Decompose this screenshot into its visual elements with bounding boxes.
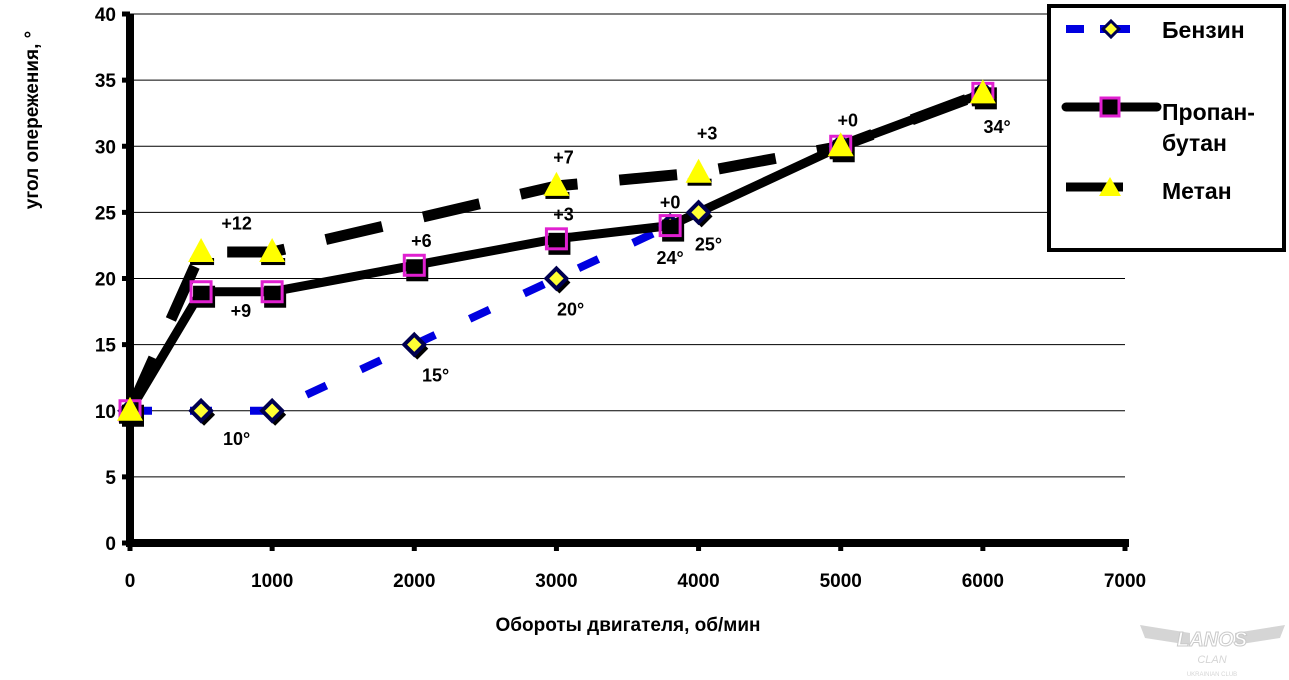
annotation-label: +7 [553,147,574,167]
data-point-triangle [685,158,712,183]
y-tick-label: 5 [105,468,116,489]
y-axis-label: угол опережения, ° [22,31,43,209]
y-tick-label: 10 [95,402,116,423]
watermark-logo: LANOS CLAN UKRAINIAN CLUB [1140,625,1285,678]
x-tick-label: 2000 [393,571,435,592]
y-tick-label: 30 [95,137,116,158]
annotation-label: 25° [695,235,722,255]
x-tick-label: 3000 [535,571,577,592]
data-point-triangle [969,79,996,104]
annotation-label: 34° [983,117,1010,137]
legend-diamond-marker [1100,18,1122,40]
annotation-label: +6 [411,231,432,251]
annotation-label: 15° [422,366,449,386]
x-axis-label: Обороты двигателя, об/мин [496,615,761,636]
legend-label-propane: Пропан- [1162,99,1255,125]
data-point-triangle [827,132,854,157]
y-tick-label: 15 [95,336,117,357]
y-tick-label: 25 [95,203,117,224]
x-tick-label: 1000 [251,571,293,592]
data-point-diamond [543,265,570,292]
annotation-label: 24° [657,248,684,268]
data-point-square [402,253,426,277]
data-point-square [658,214,682,238]
annotation-label: +12 [221,214,252,234]
svg-text:UKRAINIAN CLUB: UKRAINIAN CLUB [1187,672,1237,678]
data-point-triangle [117,396,143,421]
legend-square-marker [1099,96,1121,118]
x-tick-label: 5000 [820,571,862,592]
y-tick-label: 20 [95,270,116,291]
annotation-label: +0 [838,110,859,130]
x-tick-label: 6000 [962,571,1004,592]
data-point-square [260,280,284,304]
annotation-label: 20° [557,300,584,320]
legend-label-metan: Метан [1162,178,1232,204]
legend-label-butane: бутан [1162,130,1227,156]
legend-triangle-marker [1099,177,1121,196]
annotation-label: 10° [223,429,250,449]
data-point-diamond [685,199,712,226]
data-point-triangle [543,171,570,196]
data-point-square [544,227,568,251]
x-tick-label: 7000 [1104,571,1146,592]
data-point-diamond [188,397,214,424]
annotation-label: +0 [660,192,681,212]
annotation-label: +3 [553,204,574,224]
legend: Бензин Пропан- бутан Метан [1047,4,1286,252]
x-tick-label: 0 [125,571,136,592]
y-tick-label: 0 [105,534,116,555]
legend-label-benzin: Бензин [1162,17,1245,43]
data-point-diamond [259,397,285,424]
x-tick-label: 4000 [677,571,719,592]
svg-text:LANOS: LANOS [1177,629,1248,651]
data-point-triangle [188,238,215,263]
annotation-label: +9 [231,301,252,321]
y-tick-label: 40 [95,5,116,26]
svg-text:CLAN: CLAN [1197,654,1226,666]
data-point-square [189,280,213,304]
data-point-triangle [259,238,286,263]
annotation-label: +3 [697,124,718,144]
data-point-diamond [401,331,428,358]
y-tick-label: 35 [95,71,117,92]
